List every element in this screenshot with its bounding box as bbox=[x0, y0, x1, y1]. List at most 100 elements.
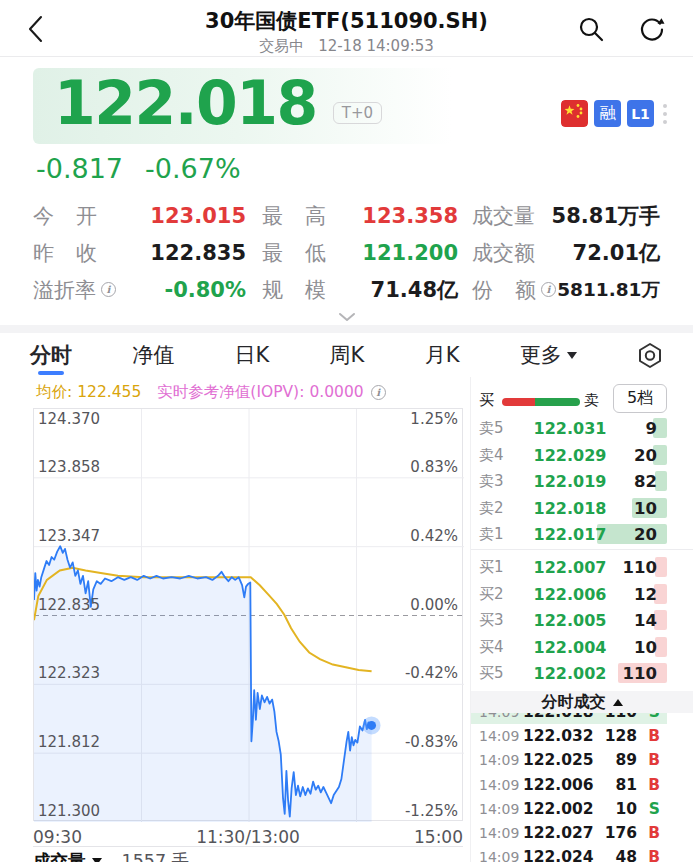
percent-axis-label: -0.42% bbox=[405, 665, 458, 682]
avg-price-legend: 均价:122.455 bbox=[36, 382, 141, 403]
bid-row[interactable]: 买2 122.006 12 bbox=[471, 581, 693, 608]
trade-qty: 81 bbox=[615, 776, 637, 794]
stats-section: 今开123.015最高123.358成交量58.81万手昨收122.835最低1… bbox=[0, 197, 693, 325]
tab-日K[interactable]: 日K bbox=[235, 333, 270, 377]
trade-row: 14:09122.00681B bbox=[471, 773, 693, 797]
level-label: 买5 bbox=[479, 664, 504, 683]
price-axis-label: 121.300 bbox=[38, 803, 100, 820]
trade-side: S bbox=[649, 713, 660, 721]
volume-caret-icon bbox=[92, 858, 102, 862]
stat-shares: 份额i5811.81万 bbox=[458, 271, 660, 308]
price-axis-label: 123.347 bbox=[38, 528, 100, 545]
percent-axis-label: 0.42% bbox=[410, 528, 458, 545]
refresh-icon[interactable] bbox=[638, 16, 665, 43]
trade-price: 122.025 bbox=[523, 751, 594, 769]
level-label: 买4 bbox=[479, 637, 504, 656]
level-price: 122.006 bbox=[527, 584, 613, 603]
change-row: -0.817 -0.67% bbox=[36, 153, 241, 184]
iopv-info-icon[interactable]: i bbox=[371, 385, 386, 400]
book-divider bbox=[471, 549, 693, 550]
price-axis-label: 123.858 bbox=[38, 459, 100, 476]
iopv-legend: 实时参考净值(IOPV):0.0000 i bbox=[157, 382, 385, 403]
stat-high: 最高123.358 bbox=[246, 197, 458, 234]
volume-bar[interactable]: 成交量 1557 手 bbox=[33, 846, 463, 862]
stat-value: 122.835 bbox=[150, 241, 246, 265]
order-book-header: 买 卖 5档 bbox=[471, 387, 693, 417]
sell-pressure bbox=[535, 398, 580, 406]
stats-grid: 今开123.015最高123.358成交量58.81万手昨收122.835最低1… bbox=[0, 197, 693, 308]
info-icon[interactable]: i bbox=[101, 282, 116, 297]
search-icon[interactable] bbox=[578, 16, 605, 43]
ask-row[interactable]: 卖5122.0319 bbox=[471, 415, 693, 442]
volume-label: 成交量 bbox=[33, 849, 86, 862]
level-price: 122.017 bbox=[527, 525, 613, 544]
trade-time: 14:09 bbox=[479, 752, 519, 768]
tab-分时[interactable]: 分时 bbox=[30, 333, 72, 377]
tab-净值[interactable]: 净值 bbox=[132, 333, 174, 377]
stat-label: 今开 bbox=[33, 202, 97, 230]
bid-row[interactable]: 买1122.007110 bbox=[471, 554, 693, 581]
ask-row[interactable]: 卖1122.01720 bbox=[471, 521, 693, 548]
trade-qty: 10 bbox=[615, 800, 637, 818]
stock-detail-page: 30年国债ETF(511090.SH) 交易中 12-18 14:09:53 1… bbox=[0, 0, 693, 862]
trade-row: 14:09122.00210S bbox=[471, 797, 693, 821]
back-icon[interactable] bbox=[26, 15, 44, 43]
ask-row[interactable]: 卖3122.01982 bbox=[471, 468, 693, 495]
collapse-caret-icon bbox=[613, 699, 623, 706]
tab-周K[interactable]: 周K bbox=[330, 333, 365, 377]
trade-side: B bbox=[648, 776, 660, 794]
stat-turnover: 成交额72.01亿 bbox=[458, 234, 660, 271]
trade-price: 122.006 bbox=[523, 776, 594, 794]
trades-header[interactable]: 分时成交 bbox=[471, 691, 693, 713]
expand-chevron-icon[interactable] bbox=[338, 312, 356, 322]
level-label: 卖5 bbox=[479, 419, 504, 438]
five-levels-button[interactable]: 5档 bbox=[613, 384, 667, 413]
ask-row[interactable]: 卖4122.02920 bbox=[471, 442, 693, 469]
trade-qty: 89 bbox=[615, 751, 637, 769]
level-label: 卖4 bbox=[479, 445, 504, 464]
bid-row[interactable]: 买4122.00410 bbox=[471, 634, 693, 661]
order-book-panel: 买 卖 5档 卖5122.0319卖4122.02920卖3122.01982卖… bbox=[470, 377, 693, 862]
trade-time: 14:09 bbox=[479, 825, 519, 841]
sell-label: 卖 bbox=[584, 391, 599, 410]
stat-value: 71.48亿 bbox=[371, 276, 458, 304]
tab-更多[interactable]: 更多 bbox=[520, 333, 577, 377]
change-percent: -0.67% bbox=[145, 153, 241, 184]
chart-settings-icon[interactable] bbox=[637, 342, 663, 369]
level-label: 买2 bbox=[479, 584, 504, 603]
ask-row[interactable]: 卖2122.01810 bbox=[471, 495, 693, 522]
level1-tag: L1 bbox=[627, 100, 654, 127]
bid-row[interactable]: 买3122.00514 bbox=[471, 607, 693, 634]
trade-price: 122.002 bbox=[523, 800, 594, 818]
level-price: 122.005 bbox=[527, 611, 613, 630]
more-dots-icon[interactable] bbox=[663, 104, 667, 124]
bid-row[interactable]: 买5122.002110 bbox=[471, 660, 693, 687]
level-price: 122.031 bbox=[527, 419, 613, 438]
level-qty: 10 bbox=[634, 637, 657, 656]
percent-axis-label: -1.25% bbox=[405, 803, 458, 820]
trade-price: 122.027 bbox=[523, 824, 594, 842]
tag-badges: 融 L1 bbox=[561, 100, 667, 127]
tab-月K[interactable]: 月K bbox=[425, 333, 460, 377]
stat-label: 规模 bbox=[262, 276, 326, 304]
info-icon[interactable]: i bbox=[541, 282, 556, 297]
stat-value: 58.81万手 bbox=[552, 202, 660, 230]
price-section: 122.018 T+0 融 L1 -0.817 -0.67% bbox=[0, 57, 693, 197]
china-flag-badge bbox=[561, 100, 588, 127]
stat-premium-rate: 溢折率i-0.80% bbox=[33, 271, 246, 308]
minute-chart[interactable]: 124.370123.858123.347122.835122.323121.8… bbox=[33, 408, 463, 821]
level-qty: 82 bbox=[634, 472, 657, 491]
buy-pressure bbox=[502, 398, 535, 406]
trade-row: 14:09122.032128B bbox=[471, 724, 693, 748]
chart-legend: 均价:122.455 实时参考净值(IOPV):0.0000 i bbox=[36, 382, 386, 403]
trade-qty: 176 bbox=[605, 824, 637, 842]
time-axis: 09:3011:30/13:0015:00 bbox=[33, 827, 463, 847]
level-qty: 20 bbox=[634, 445, 657, 464]
trades-list: 14:09122.018110S14:09122.032128B14:09122… bbox=[471, 713, 693, 862]
level-price: 122.019 bbox=[527, 472, 613, 491]
trade-row: 14:09122.027176B bbox=[471, 821, 693, 845]
level-qty: 12 bbox=[634, 584, 657, 603]
quote-time: 12-18 14:09:53 bbox=[318, 37, 434, 56]
trade-price: 122.032 bbox=[523, 727, 594, 745]
trade-time: 14:09 bbox=[479, 728, 519, 744]
